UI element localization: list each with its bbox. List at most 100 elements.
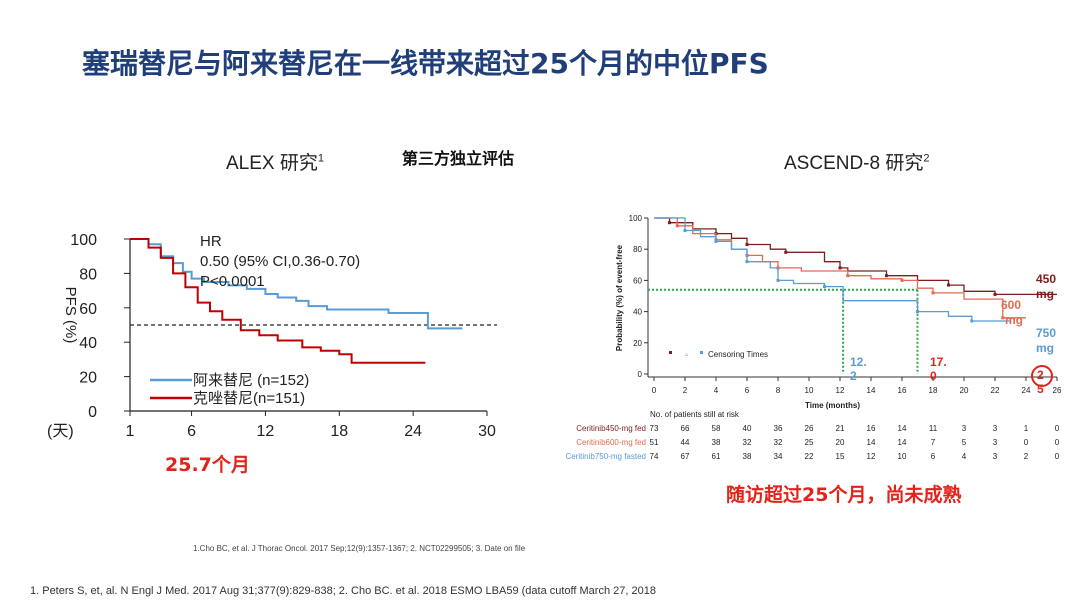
km-curve-crizotinib [130, 238, 426, 364]
censor-mark [668, 221, 671, 225]
x-tick-label: 18 [929, 386, 938, 395]
at-risk-value: 16 [867, 424, 876, 433]
dose-label-line2: mg [1005, 313, 1023, 327]
at-risk-value: 7 [931, 438, 936, 447]
censor-mark [970, 319, 974, 323]
y-tick-label: 100 [629, 214, 643, 223]
x-tick-label: 10 [805, 386, 814, 395]
at-risk-value: 21 [836, 424, 845, 433]
at-risk-value: 15 [836, 452, 845, 461]
x-tick-label: 20 [960, 386, 969, 395]
at-risk-value: 34 [774, 452, 783, 461]
censor-mark [885, 274, 888, 278]
y-tick-label: 40 [79, 335, 97, 352]
y-tick-label: 60 [79, 301, 97, 318]
x-axis-label: Time (months) [805, 401, 860, 410]
at-risk-value: 32 [774, 438, 783, 447]
median-label-line2: 0 [930, 369, 937, 383]
y-tick-label: 40 [633, 308, 642, 317]
at-risk-value: 14 [867, 438, 876, 447]
alex-title: ALEX 研究1 [226, 148, 324, 175]
legend-marker [669, 351, 672, 354]
at-risk-row-label: Ceritinib600-mg fed [576, 438, 646, 447]
y-tick-label: 80 [79, 266, 97, 283]
at-risk-value: 73 [650, 424, 659, 433]
at-risk-row-label: Ceritinib450-mg fed [576, 424, 646, 433]
x-tick-label: 12 [257, 423, 275, 440]
at-risk-value: 25 [805, 438, 814, 447]
x-tick-label: 16 [898, 386, 907, 395]
censor-mark [993, 292, 997, 296]
at-risk-value: 14 [898, 438, 907, 447]
legend-label: 阿来替尼 (n=152) [193, 372, 309, 389]
y-tick-label: 20 [79, 370, 97, 387]
legend-marker [700, 351, 703, 354]
censor-mark [714, 239, 718, 243]
at-risk-value: 2 [1024, 452, 1029, 461]
at-risk-value: 1 [1024, 424, 1029, 433]
hr-annotation-line: 0.50 (95% CI,0.36-0.70) [200, 253, 360, 270]
dose-label-line1: 450 [1036, 272, 1056, 286]
at-risk-value: 61 [712, 452, 721, 461]
at-risk-value: 44 [681, 438, 690, 447]
at-risk-value: 4 [962, 452, 967, 461]
x-tick-label: 30 [478, 423, 496, 440]
censor-mark [675, 224, 679, 228]
x-tick-label: 24 [404, 423, 422, 440]
x-tick-label: 8 [776, 386, 781, 395]
median-highlight-circle [1031, 365, 1053, 387]
y-axis-label: Probability (%) of event-free [615, 244, 624, 351]
censor-mark [745, 243, 749, 247]
x-tick-label: 14 [867, 386, 876, 395]
y-tick-label: 80 [633, 245, 642, 254]
median-label-line2: 2 [850, 369, 857, 383]
at-risk-value: 11 [929, 424, 938, 433]
at-risk-row-label: Ceritinib750-mg fasted [566, 452, 646, 461]
censor-mark [931, 291, 935, 295]
at-risk-value: 26 [805, 424, 814, 433]
median-label-line1: 12. [850, 355, 867, 369]
y-tick-label: 0 [88, 404, 97, 421]
at-risk-value: 36 [774, 424, 783, 433]
median-label-line1: 17. [930, 355, 947, 369]
km-curve-ceritinib450-mg-fed [654, 217, 1057, 296]
at-risk-value: 67 [681, 452, 690, 461]
x-tick-label: 24 [1022, 386, 1031, 395]
at-risk-value: 58 [712, 424, 721, 433]
at-risk-value: 3 [993, 424, 998, 433]
dose-label-line2: mg [1036, 341, 1054, 355]
y-tick-label: 100 [70, 232, 97, 249]
at-risk-value: 5 [962, 438, 967, 447]
x-tick-label: 1 [126, 423, 135, 440]
ascend-title-text: ASCEND-8 研究 [784, 153, 924, 174]
censor-mark [784, 250, 788, 254]
at-risk-value: 0 [1055, 424, 1060, 433]
at-risk-value: 51 [650, 438, 659, 447]
at-risk-value: 3 [962, 424, 967, 433]
at-risk-header: No. of patients still at risk [650, 410, 740, 419]
y-tick-label: 20 [633, 339, 642, 348]
y-axis-label: PFS (%) [62, 287, 79, 344]
at-risk-value: 3 [993, 438, 998, 447]
legend-label: Censoring Times [708, 350, 768, 359]
censor-mark [1001, 316, 1005, 320]
median-label-line1: 2 [1037, 368, 1044, 382]
at-risk-value: 0 [1055, 452, 1060, 461]
dose-label-line1: 750 [1036, 326, 1056, 340]
at-risk-value: 6 [931, 452, 936, 461]
legend-label: 克唑替尼(n=151) [193, 390, 305, 407]
y-tick-label: 60 [633, 276, 642, 285]
at-risk-value: 66 [681, 424, 690, 433]
at-risk-value: 14 [898, 424, 907, 433]
censor-mark [846, 274, 850, 278]
ascend-title-sup: 2 [923, 152, 930, 165]
censor-mark [683, 228, 687, 232]
x-tick-label: 12 [836, 386, 845, 395]
x-tick-label: 6 [187, 423, 196, 440]
slide-title: 塞瑞替尼与阿来替尼在一线带来超过25个月的中位PFS [82, 47, 769, 80]
censor-mark [916, 310, 919, 314]
at-risk-value: 38 [743, 452, 752, 461]
